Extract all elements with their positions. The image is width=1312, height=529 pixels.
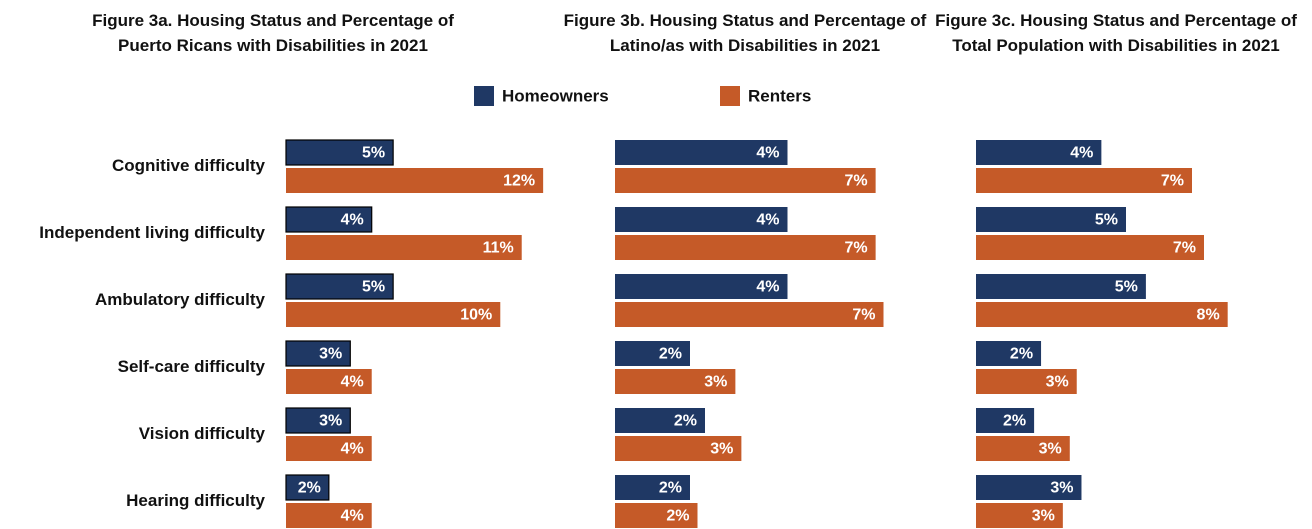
bar — [285, 340, 351, 367]
data-label: 4% — [756, 212, 779, 229]
data-label: 3% — [1039, 441, 1062, 458]
chart-title: Figure 3c. Housing Status and Percentage… — [935, 11, 1297, 55]
data-label: 2% — [674, 413, 697, 430]
bar — [615, 436, 742, 461]
bar — [286, 436, 372, 461]
data-label: 5% — [1115, 279, 1138, 296]
data-label: 3% — [1032, 508, 1055, 525]
data-label: 4% — [756, 279, 779, 296]
bar — [976, 341, 1042, 366]
bar — [976, 503, 1063, 528]
bar — [976, 235, 1204, 260]
data-label: 8% — [1197, 307, 1220, 324]
chart-title: Figure 3b. Housing Status and Percentage… — [563, 11, 927, 55]
data-label: 5% — [362, 145, 385, 162]
bar — [615, 274, 788, 299]
data-label: 4% — [341, 374, 364, 391]
data-label: 5% — [1095, 212, 1118, 229]
data-label: 2% — [659, 346, 682, 363]
data-label: 3% — [710, 441, 733, 458]
data-label: 3% — [704, 374, 727, 391]
data-label: 7% — [1161, 173, 1184, 190]
bar — [976, 140, 1102, 165]
bar — [615, 168, 876, 193]
data-label: 4% — [341, 212, 364, 229]
bar — [615, 475, 690, 500]
data-label: 2% — [666, 508, 689, 525]
bar — [285, 474, 330, 501]
data-label: 7% — [852, 307, 875, 324]
bar — [976, 408, 1035, 433]
bar — [286, 168, 544, 193]
data-label: 7% — [845, 240, 868, 257]
data-label: 11% — [483, 240, 514, 257]
y-tick-label: Independent living difficulty — [39, 223, 265, 242]
y-tick-label: Self-care difficulty — [118, 357, 266, 376]
bar — [976, 274, 1146, 299]
bar — [285, 139, 394, 166]
bar — [286, 369, 372, 394]
y-tick-label: Ambulatory difficulty — [95, 290, 266, 309]
legend-swatch — [474, 86, 494, 106]
bar — [285, 273, 394, 300]
data-label: 3% — [319, 413, 342, 430]
y-tick-label: Hearing difficulty — [126, 491, 265, 510]
bar — [615, 207, 788, 232]
data-label: 10% — [460, 307, 492, 324]
bar — [976, 475, 1082, 500]
legend-swatch — [720, 86, 740, 106]
data-label: 5% — [362, 279, 385, 296]
data-label: 2% — [298, 480, 321, 497]
bar — [615, 408, 705, 433]
bar — [285, 407, 351, 434]
y-tick-label: Vision difficulty — [139, 424, 266, 443]
bar — [976, 436, 1070, 461]
bar — [615, 235, 876, 260]
bar — [285, 206, 373, 233]
bar — [976, 168, 1192, 193]
data-label: 3% — [1050, 480, 1073, 497]
legend-label: Renters — [748, 86, 811, 105]
data-label: 3% — [319, 346, 342, 363]
bar — [615, 503, 698, 528]
data-label: 4% — [1070, 145, 1093, 162]
data-label: 2% — [1003, 413, 1026, 430]
data-label: 4% — [756, 145, 779, 162]
bar — [976, 369, 1077, 394]
bar — [615, 140, 788, 165]
bar — [286, 302, 501, 327]
data-label: 4% — [341, 508, 364, 525]
chart-title: Figure 3a. Housing Status and Percentage… — [92, 11, 454, 55]
bar — [976, 302, 1228, 327]
bar — [615, 369, 736, 394]
data-label: 2% — [1010, 346, 1033, 363]
data-label: 12% — [503, 173, 535, 190]
y-tick-label: Cognitive difficulty — [112, 156, 266, 175]
data-label: 7% — [845, 173, 868, 190]
data-label: 4% — [341, 441, 364, 458]
bar — [976, 207, 1126, 232]
data-label: 7% — [1173, 240, 1196, 257]
legend-label: Homeowners — [502, 86, 609, 105]
bar — [615, 302, 884, 327]
data-label: 3% — [1046, 374, 1069, 391]
bar — [286, 503, 372, 528]
data-label: 2% — [659, 480, 682, 497]
bar — [615, 341, 690, 366]
bar — [286, 235, 522, 260]
